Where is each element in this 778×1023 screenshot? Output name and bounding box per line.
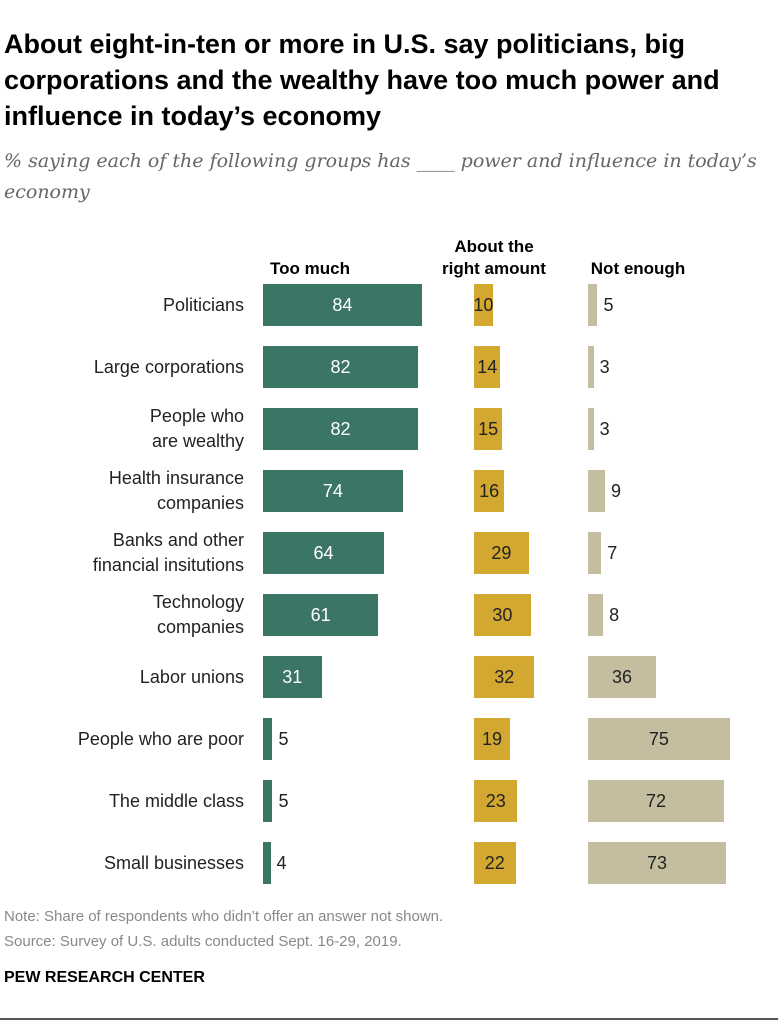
data-label: 4 <box>276 853 287 873</box>
category-label: Technology companies <box>152 592 244 637</box>
data-label: 84 <box>332 295 353 315</box>
category-label: Health insurance companies <box>108 468 244 513</box>
bar-2-2 <box>588 408 594 450</box>
bar-0-0 <box>263 284 422 326</box>
data-label: 30 <box>492 605 513 625</box>
data-label: 16 <box>479 481 500 501</box>
data-label: 75 <box>648 729 669 749</box>
data-label: 23 <box>485 791 506 811</box>
data-label: 5 <box>278 791 289 811</box>
category-label: Labor unions <box>139 666 244 687</box>
category-label: Small businesses <box>103 852 244 873</box>
bar-2-5 <box>588 594 604 636</box>
bar-0-7 <box>263 718 273 760</box>
bar-0-6 <box>263 656 322 698</box>
legend-about-the-right-amount: About the right amount <box>442 237 546 278</box>
data-label: 8 <box>609 605 620 625</box>
bar-0-4 <box>263 532 384 574</box>
chart-subtitle: % saying each of the following groups ha… <box>4 150 757 203</box>
bar-2-4 <box>588 532 602 574</box>
data-label: 31 <box>282 667 303 687</box>
data-label: 61 <box>310 605 331 625</box>
bar-1-7 <box>474 718 510 760</box>
bottom-rule <box>0 1018 778 1020</box>
note: Note: Share of respondents who didn’t of… <box>4 908 444 925</box>
bar-2-1 <box>588 346 594 388</box>
legend-too-much: Too much <box>270 259 350 278</box>
data-label: 72 <box>646 791 667 811</box>
data-label: 15 <box>478 419 499 439</box>
brand-logo: PEW RESEARCH CENTER <box>4 969 205 986</box>
bar-1-8 <box>474 780 518 822</box>
category-label: People who are wealthy <box>149 406 244 451</box>
bar-1-6 <box>474 656 535 698</box>
bar-0-1 <box>263 346 418 388</box>
data-label: 10 <box>473 295 494 315</box>
category-label: Banks and other financial insitutions <box>92 530 244 575</box>
category-label: People who are poor <box>77 728 244 749</box>
legend-not-enough: Not enough <box>590 259 686 278</box>
bar-0-8 <box>263 780 273 822</box>
data-label: 9 <box>611 481 622 501</box>
data-label: 5 <box>278 729 289 749</box>
data-label: 74 <box>322 481 343 501</box>
bar-2-8 <box>588 780 725 822</box>
bar-1-5 <box>474 594 531 636</box>
chart-title: About eight-in-ten or more in U.S. say p… <box>4 29 720 131</box>
category-label: Politicians <box>162 294 244 315</box>
data-label: 7 <box>607 543 618 563</box>
bar-2-7 <box>588 718 730 760</box>
bar-1-0 <box>474 284 493 326</box>
bar-0-9 <box>263 842 271 884</box>
bar-2-9 <box>588 842 726 884</box>
category-label: Large corporations <box>93 356 244 377</box>
bar-0-2 <box>263 408 418 450</box>
data-label: 82 <box>330 419 351 439</box>
data-label: 73 <box>646 853 667 873</box>
bar-0-3 <box>263 470 403 512</box>
data-label: 3 <box>599 357 610 377</box>
data-label: 29 <box>491 543 512 563</box>
bar-0-5 <box>263 594 379 636</box>
category-label: The middle class <box>108 790 244 811</box>
data-label: 14 <box>477 357 498 377</box>
data-label: 82 <box>330 357 351 377</box>
data-label: 64 <box>313 543 334 563</box>
bar-1-2 <box>474 408 503 450</box>
bar-2-3 <box>588 470 605 512</box>
bar-2-0 <box>588 284 598 326</box>
data-label: 32 <box>494 667 515 687</box>
source: Source: Survey of U.S. adults conducted … <box>4 933 402 950</box>
data-label: 3 <box>599 419 610 439</box>
data-label: 19 <box>481 729 502 749</box>
bar-1-9 <box>474 842 516 884</box>
bar-2-6 <box>588 656 657 698</box>
bar-1-3 <box>474 470 505 512</box>
bar-1-1 <box>474 346 501 388</box>
bar-1-4 <box>474 532 529 574</box>
data-label: 5 <box>603 295 614 315</box>
data-label: 36 <box>612 667 633 687</box>
data-label: 22 <box>484 853 505 873</box>
